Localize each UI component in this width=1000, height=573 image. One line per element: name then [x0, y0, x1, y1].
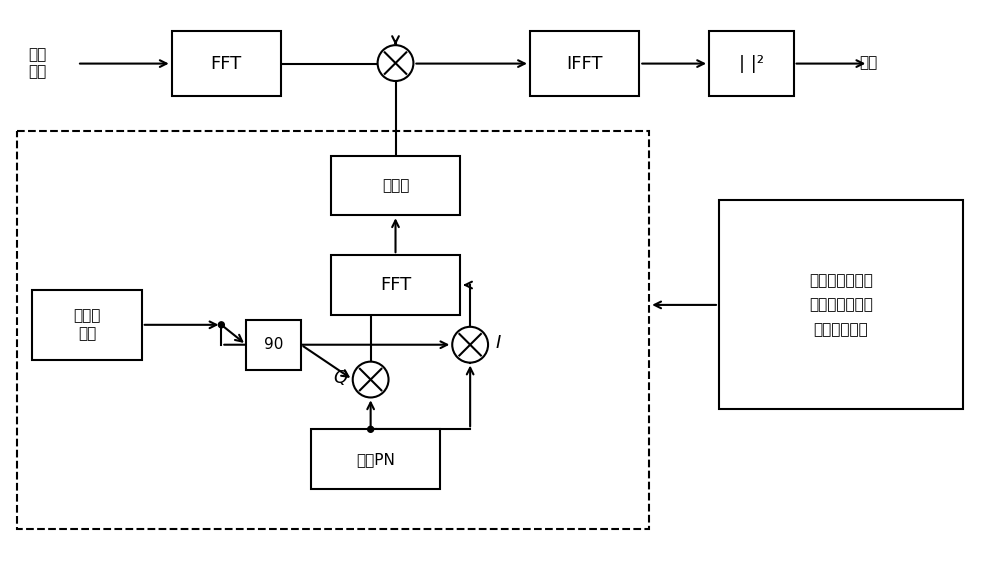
Text: 在初始化时预先
计算出来的不同
载波频率的值: 在初始化时预先 计算出来的不同 载波频率的值 — [809, 273, 873, 337]
Bar — [331, 255, 460, 315]
Text: FFT: FFT — [380, 276, 411, 294]
Bar — [311, 429, 440, 489]
Bar — [709, 32, 794, 96]
Text: 本地振
荡器: 本地振 荡器 — [73, 309, 101, 341]
Text: $Q$: $Q$ — [333, 368, 349, 387]
Bar — [32, 290, 142, 360]
Circle shape — [368, 426, 374, 432]
Text: FFT: FFT — [211, 54, 242, 73]
Text: 本地PN: 本地PN — [356, 452, 395, 466]
Text: | |²: | |² — [739, 54, 764, 73]
Bar — [331, 156, 460, 215]
Text: IFFT: IFFT — [566, 54, 603, 73]
Text: $I$: $I$ — [495, 333, 502, 352]
Text: 90: 90 — [264, 337, 283, 352]
Text: 复共轭: 复共轭 — [382, 178, 409, 193]
Bar — [719, 201, 963, 409]
Text: 输出: 输出 — [859, 56, 877, 70]
Bar — [172, 32, 281, 96]
Circle shape — [452, 327, 488, 363]
Bar — [530, 32, 639, 96]
Bar — [246, 320, 301, 370]
Circle shape — [353, 362, 389, 398]
Circle shape — [218, 322, 224, 328]
Bar — [17, 131, 649, 529]
Text: 输入
信号: 输入 信号 — [28, 47, 46, 79]
Circle shape — [378, 45, 413, 81]
